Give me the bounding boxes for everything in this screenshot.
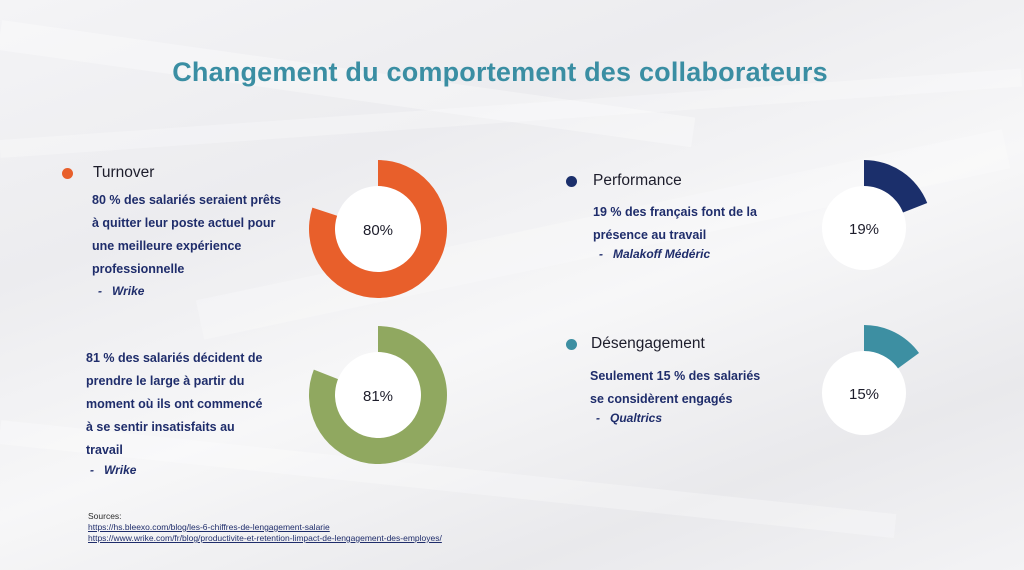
retention-block: 81 % des salariés décident de prendre le…: [86, 347, 262, 477]
source-attribution: - Malakoff Médéric: [599, 247, 711, 261]
sources-label: Sources:: [88, 511, 122, 521]
turnover-block: Turnover 80 % des salariés seraient prêt…: [62, 164, 281, 298]
desc-line: présence au travail: [593, 228, 707, 242]
donut-value-label: 81%: [363, 388, 393, 405]
donut-value-label: 19%: [849, 221, 879, 238]
donut-svg: 81%: [309, 326, 447, 464]
donut-center: [335, 186, 421, 272]
desc-line: moment où ils ont commencé: [86, 397, 263, 411]
turnover-description: 80 % des salariés seraient prêts à quitt…: [92, 189, 281, 298]
donut-arc: [309, 160, 447, 298]
donut-arc: [864, 325, 920, 369]
performance-bullet-icon: [566, 175, 577, 187]
desc-line: professionnelle: [92, 262, 185, 276]
performance-description: 19 % des français font de la présence au…: [593, 201, 757, 261]
donut-value-label: 15%: [849, 386, 879, 403]
desengagement-description: Seulement 15 % des salariés se considère…: [590, 365, 760, 425]
desengagement-bullet-icon: [566, 338, 577, 350]
desc-line: une meilleure expérience: [92, 239, 242, 253]
donut-chart-performance: 19%: [794, 158, 934, 298]
performance-block: Performance 19 % des français font de la…: [566, 172, 757, 261]
donut-arc: [309, 326, 447, 464]
desc-line: 80 % des salariés seraient prêts: [92, 193, 282, 207]
desc-line: travail: [86, 443, 123, 457]
turnover-bullet-icon: [62, 167, 73, 179]
desc-line: à se sentir insatisfaits au: [86, 420, 235, 434]
donut-svg: 80%: [309, 160, 447, 298]
desc-line: 81 % des salariés décident de: [86, 351, 263, 365]
performance-heading: Performance: [593, 172, 682, 189]
donut-svg: 19%: [822, 160, 928, 270]
page-title: Changement du comportement des collabora…: [172, 57, 828, 87]
desc-line: à quitter leur poste actuel pour: [92, 216, 276, 230]
turnover-heading: Turnover: [93, 164, 155, 181]
source-attribution: - Wrike: [98, 284, 145, 298]
donut-center: [335, 352, 421, 438]
source-attribution: - Wrike: [90, 463, 137, 477]
donut-chart-turnover: 80%: [308, 159, 448, 299]
donut-svg: 15%: [822, 325, 920, 435]
donut-chart-retention: 81%: [308, 325, 448, 465]
donut-value-label: 80%: [363, 222, 393, 239]
source-link[interactable]: https://hs.bleexo.com/blog/les-6-chiffre…: [88, 522, 330, 532]
desc-line: 19 % des français font de la: [593, 205, 757, 219]
desc-line: se considèrent engagés: [590, 392, 733, 406]
donut-center: [822, 186, 906, 270]
donut-center: [822, 351, 906, 435]
source-attribution: - Qualtrics: [596, 411, 663, 425]
sources-footnote: Sources: https://hs.bleexo.com/blog/les-…: [88, 511, 442, 544]
desengagement-heading: Désengagement: [591, 335, 705, 352]
desc-line: Seulement 15 % des salariés: [590, 369, 761, 383]
source-link[interactable]: https://www.wrike.com/fr/blog/productivi…: [88, 533, 442, 543]
desengagement-block: Désengagement Seulement 15 % des salarié…: [566, 335, 760, 425]
desc-line: prendre le large à partir du: [86, 374, 245, 388]
donut-arc: [864, 160, 928, 213]
donut-chart-desengagement: 15%: [794, 323, 934, 463]
